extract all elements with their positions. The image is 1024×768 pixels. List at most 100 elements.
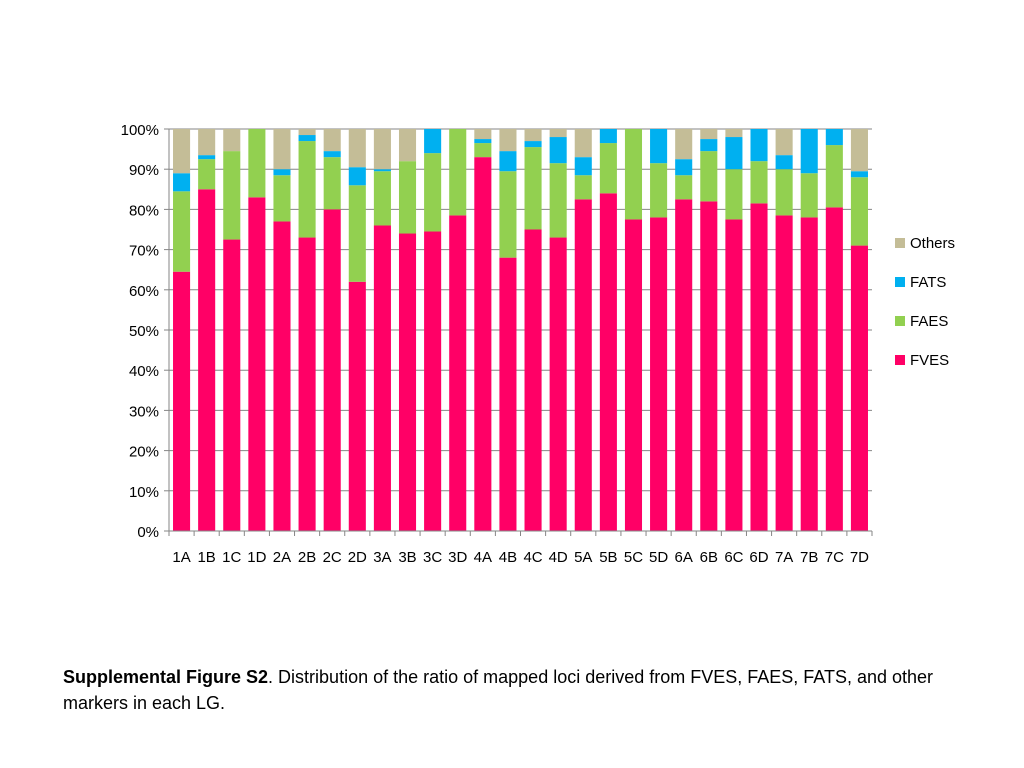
bar-segment-fats-6a bbox=[675, 159, 693, 176]
x-tick-label: 1A bbox=[172, 549, 190, 566]
bar-segment-fves-1d bbox=[248, 197, 266, 531]
bar-segment-faes-5c bbox=[624, 129, 643, 220]
x-tick-label: 4B bbox=[499, 549, 517, 566]
bar-segment-faes-7b bbox=[800, 173, 818, 218]
bar-segment-faes-5d bbox=[650, 163, 668, 218]
x-tick-label: 1B bbox=[197, 549, 215, 566]
y-tick-label: 80% bbox=[129, 202, 159, 219]
y-tick-label: 90% bbox=[129, 162, 159, 179]
y-tick-label: 50% bbox=[129, 323, 159, 340]
bar-segment-others-2b bbox=[298, 129, 316, 136]
x-tick-label: 2B bbox=[298, 549, 316, 566]
bar-segment-fves-1a bbox=[173, 271, 191, 531]
bar-segment-fves-1b bbox=[198, 189, 216, 532]
bar-segment-faes-4d bbox=[549, 163, 567, 238]
bar-segment-fves-5d bbox=[650, 217, 668, 531]
bar-segment-fats-4c bbox=[524, 141, 542, 148]
bar-segment-fats-7a bbox=[775, 155, 793, 170]
x-tick-label: 7A bbox=[775, 549, 793, 566]
bar-segment-faes-7d bbox=[850, 177, 868, 246]
bar-segment-fves-6d bbox=[750, 203, 768, 531]
bars bbox=[173, 129, 868, 532]
bar-segment-fats-5a bbox=[574, 157, 592, 176]
bar-segment-fves-2b bbox=[298, 237, 316, 532]
bar-segment-faes-5a bbox=[574, 175, 592, 200]
stacked-bar-chart: 0% 10% 20% 30% 40% 50% 60% 70% 80% 90% 100% 1A 1B 1C… bbox=[121, 122, 955, 566]
bar-segment-fves-3d bbox=[449, 215, 467, 531]
x-tick-label: 3C bbox=[423, 549, 442, 566]
y-tick-labels: 0% 10% 20% 30% 40% 50% 60% 70% 80% 90% 100% bbox=[121, 122, 159, 541]
bar-segment-fats-1a bbox=[173, 173, 191, 192]
bar-segment-faes-7a bbox=[775, 169, 793, 216]
bar-segment-faes-4c bbox=[524, 147, 542, 230]
bar-segment-fves-2a bbox=[273, 221, 291, 531]
bar-segment-faes-6d bbox=[750, 161, 768, 204]
x-tick-label: 3D bbox=[448, 549, 467, 566]
bar-segment-faes-3c bbox=[424, 153, 442, 232]
legend-swatch-others bbox=[895, 238, 905, 248]
bar-segment-faes-6a bbox=[675, 175, 693, 200]
bar-segment-fves-5b bbox=[599, 193, 617, 531]
bar-segment-others-6a bbox=[675, 129, 693, 160]
x-tick-label: 5D bbox=[649, 549, 668, 566]
x-tick-label: 6C bbox=[724, 549, 743, 566]
bar-segment-faes-6c bbox=[725, 169, 743, 220]
bar-segment-fats-7d bbox=[850, 171, 868, 178]
x-tick-label: 2A bbox=[273, 549, 291, 566]
bar-segment-others-4a bbox=[474, 129, 492, 140]
x-tick-label: 5C bbox=[624, 549, 643, 566]
bar-segment-others-2d bbox=[348, 129, 366, 168]
x-tick-label: 7C bbox=[825, 549, 844, 566]
bar-segment-fves-7a bbox=[775, 215, 793, 531]
x-tick-label: 6A bbox=[675, 549, 693, 566]
bar-segment-fves-3a bbox=[373, 225, 391, 532]
x-tick-label: 7D bbox=[850, 549, 869, 566]
bar-segment-others-4d bbox=[549, 129, 567, 138]
bar-segment-fats-2a bbox=[273, 169, 291, 176]
caption-label: Supplemental Figure S2 bbox=[63, 667, 269, 687]
x-tick-label: 1C bbox=[222, 549, 241, 566]
bar-segment-faes-1a bbox=[173, 191, 191, 272]
bar-segment-fves-6a bbox=[675, 199, 693, 531]
bar-segment-faes-2b bbox=[298, 141, 316, 238]
y-tick-label: 0% bbox=[137, 524, 159, 541]
bar-segment-fves-5c bbox=[624, 219, 643, 531]
axes bbox=[164, 128, 873, 536]
bar-segment-faes-3b bbox=[398, 161, 417, 234]
bar-segment-fats-5d bbox=[650, 129, 668, 164]
legend-label-faes: FAES bbox=[910, 313, 948, 330]
bar-segment-fves-3b bbox=[398, 233, 417, 531]
bar-segment-fves-4d bbox=[549, 237, 567, 532]
bar-segment-faes-3a bbox=[373, 171, 391, 226]
bar-segment-faes-2a bbox=[273, 175, 291, 222]
bar-segment-fats-7c bbox=[825, 129, 843, 146]
bar-segment-fats-2b bbox=[298, 135, 316, 142]
legend-swatch-fves bbox=[895, 355, 905, 365]
bar-segment-faes-1b bbox=[198, 159, 216, 190]
bar-segment-fats-1b bbox=[198, 155, 216, 160]
bar-segment-fves-6c bbox=[725, 219, 743, 531]
bar-segment-fats-5b bbox=[599, 129, 617, 144]
bar-segment-fats-4d bbox=[549, 137, 567, 164]
bar-segment-others-7a bbox=[775, 129, 793, 156]
bar-segment-fves-2c bbox=[323, 209, 341, 531]
x-tick-label: 1D bbox=[247, 549, 266, 566]
y-tick-label: 60% bbox=[129, 283, 159, 300]
bar-segment-faes-3d bbox=[449, 129, 467, 216]
bar-segment-faes-6b bbox=[700, 151, 718, 202]
x-tick-label: 3B bbox=[398, 549, 416, 566]
bar-segment-fats-7b bbox=[800, 129, 818, 174]
bar-segment-fves-1c bbox=[223, 239, 241, 532]
bar-segment-others-4c bbox=[524, 129, 542, 142]
bar-segment-fves-7c bbox=[825, 207, 843, 531]
bar-segment-fats-4a bbox=[474, 139, 492, 144]
caption-text: . Distribution of the ratio of mapped lo… bbox=[63, 667, 934, 713]
x-tick-label: 6B bbox=[700, 549, 718, 566]
bar-segment-faes-2d bbox=[348, 185, 366, 282]
bar-segment-fves-3c bbox=[424, 231, 442, 531]
y-tick-label: 70% bbox=[129, 243, 159, 260]
bar-segment-fats-6c bbox=[725, 137, 743, 170]
x-tick-label: 6D bbox=[749, 549, 768, 566]
y-tick-label: 100% bbox=[121, 122, 159, 139]
bar-segment-fats-2c bbox=[323, 151, 341, 158]
